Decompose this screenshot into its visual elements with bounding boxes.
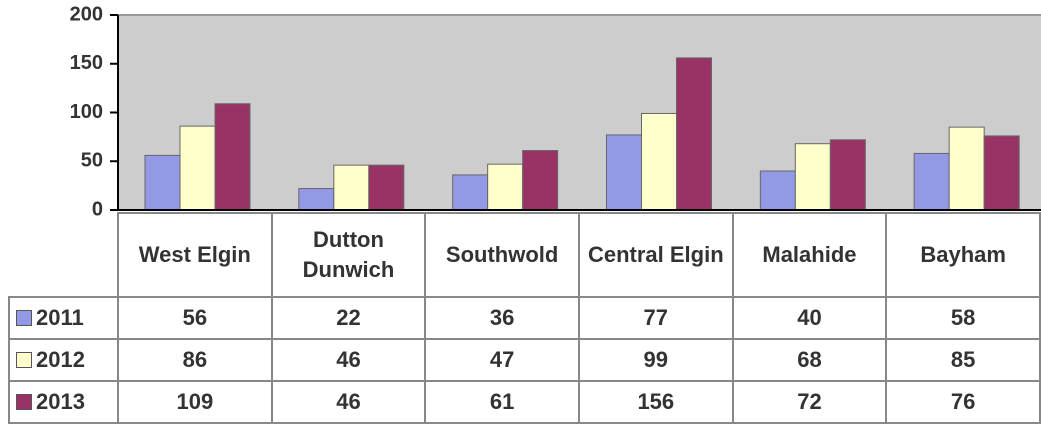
legend-entry: 2012 (8, 338, 119, 382)
legend-swatch (16, 352, 32, 368)
y-tick-label: 100 (70, 101, 103, 123)
bar (144, 154, 181, 211)
bar (794, 143, 831, 211)
y-tick-label: 150 (70, 52, 103, 74)
bar (522, 150, 559, 211)
data-cell: 77 (577, 296, 734, 340)
bar (948, 126, 985, 211)
data-cell: 22 (270, 296, 427, 340)
data-cell: 61 (424, 380, 580, 424)
category-label: Central Elgin (577, 212, 734, 298)
data-table: West Elgin Dutton Dunwich Southwold Central… (8, 212, 1041, 424)
series-row: 2013 109 46 61 156 72 76 (8, 380, 1041, 424)
data-cell: 76 (885, 380, 1041, 424)
bar (641, 112, 677, 211)
data-cell: 47 (424, 338, 580, 382)
bar (298, 188, 335, 211)
series-row: 2011 56 22 36 77 40 58 (8, 296, 1041, 340)
data-cell: 36 (424, 296, 580, 340)
data-cell: 99 (577, 338, 734, 382)
bar (759, 170, 796, 211)
data-cell: 72 (731, 380, 888, 424)
bar (368, 164, 405, 211)
bar (983, 135, 1020, 211)
data-cell: 85 (885, 338, 1041, 382)
bar (333, 164, 370, 211)
y-tick-label: 50 (81, 150, 103, 172)
data-cell: 56 (117, 296, 273, 340)
legend-entry: 2011 (8, 296, 119, 340)
corner-cell (9, 213, 119, 298)
bar (829, 139, 866, 211)
data-cell: 156 (577, 380, 734, 424)
data-cell: 68 (731, 338, 888, 382)
bar (913, 152, 950, 211)
data-cell: 58 (885, 296, 1041, 340)
legend-entry: 2013 (8, 380, 119, 424)
header-row: West Elgin Dutton Dunwich Southwold Central… (9, 212, 1041, 298)
legend-swatch (16, 310, 32, 326)
legend-label: 2011 (36, 305, 84, 330)
series-row: 2012 86 46 47 99 68 85 (8, 338, 1041, 382)
legend-label: 2012 (36, 347, 85, 372)
bar (214, 103, 251, 211)
data-cell: 109 (117, 380, 273, 424)
bar (676, 57, 712, 211)
legend-label: 2013 (36, 389, 85, 414)
data-cell: 86 (117, 338, 273, 382)
data-cell: 46 (270, 380, 427, 424)
legend-swatch (16, 394, 32, 410)
plot-area (118, 15, 1041, 210)
bar (606, 134, 642, 211)
bar (452, 174, 489, 211)
category-label: Southwold (424, 212, 580, 298)
category-label: Dutton Dunwich (270, 212, 427, 298)
y-tick-label: 200 (70, 3, 103, 25)
bar (179, 125, 216, 211)
bar (487, 163, 524, 211)
y-tick-label: 0 (92, 198, 103, 220)
category-label: Bayham (885, 212, 1041, 298)
data-cell: 46 (270, 338, 427, 382)
data-cell: 40 (731, 296, 888, 340)
category-label: Malahide (731, 212, 888, 298)
category-label: West Elgin (117, 212, 273, 298)
